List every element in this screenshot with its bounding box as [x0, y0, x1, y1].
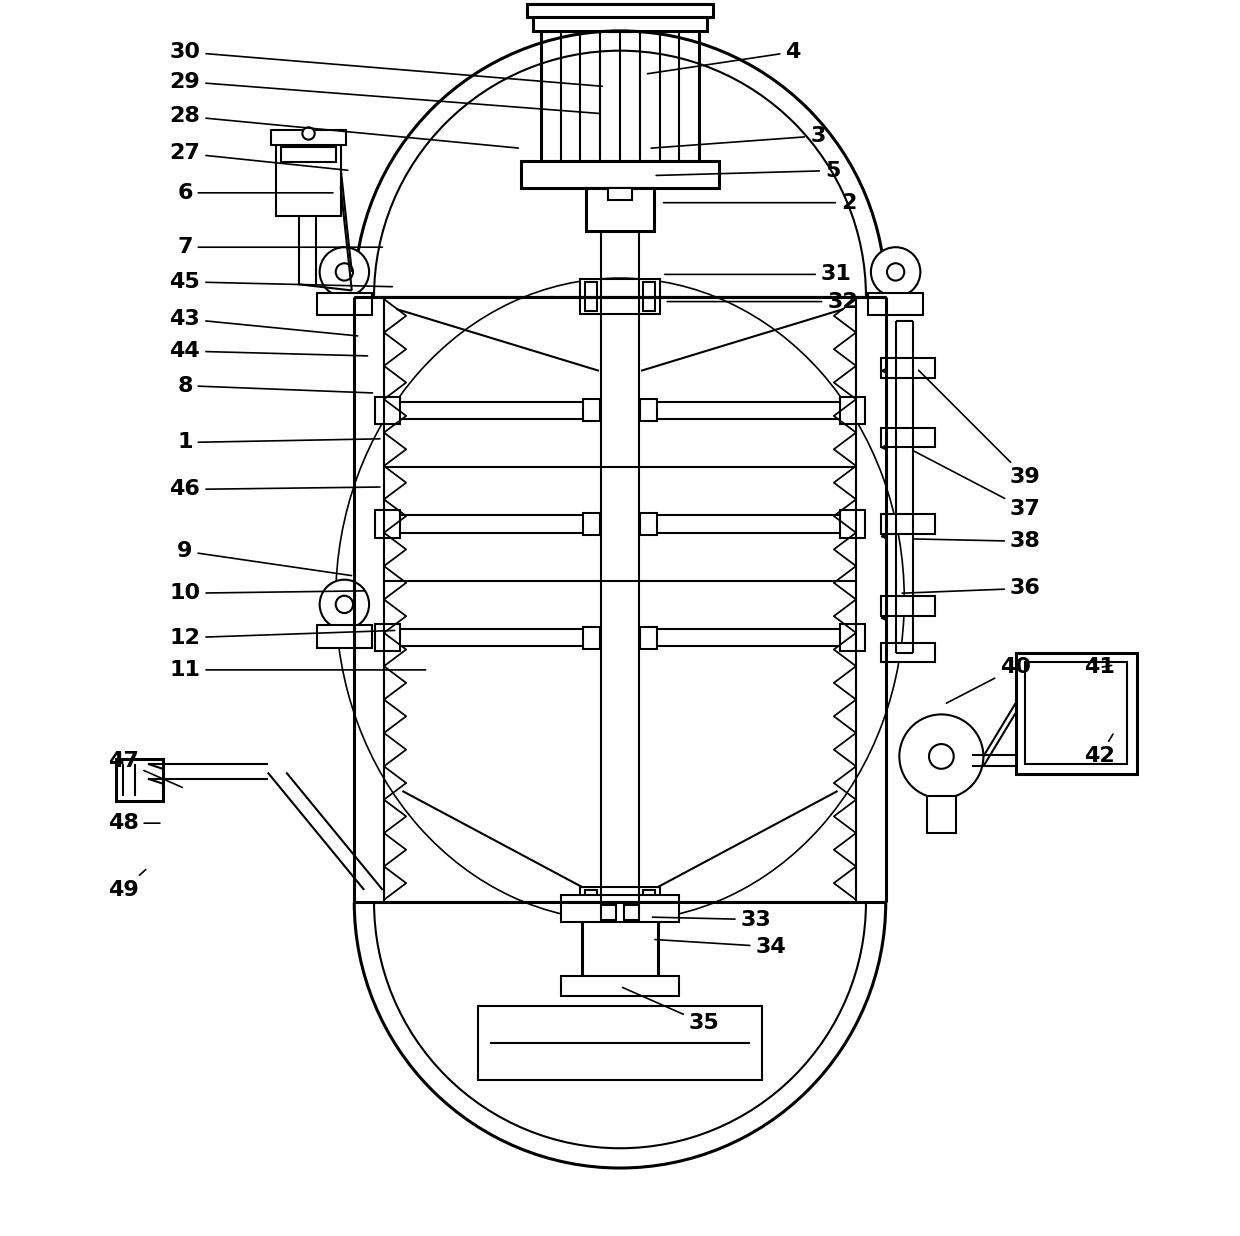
Circle shape	[929, 744, 954, 769]
Bar	[868, 293, 923, 315]
Text: 10: 10	[170, 583, 365, 603]
Bar	[272, 130, 346, 145]
Bar	[583, 627, 600, 649]
Circle shape	[303, 127, 315, 140]
Text: 37: 37	[914, 451, 1040, 519]
Text: 40: 40	[946, 658, 1030, 703]
Text: 33: 33	[652, 910, 771, 929]
Bar	[115, 759, 162, 801]
Bar	[394, 515, 598, 533]
Bar	[880, 596, 935, 616]
Bar	[583, 513, 600, 535]
Text: 1: 1	[177, 433, 379, 452]
Bar	[477, 1006, 763, 1080]
Bar	[376, 510, 401, 538]
Circle shape	[887, 263, 904, 281]
Bar	[880, 428, 935, 447]
Text: 38: 38	[914, 531, 1040, 551]
Text: 43: 43	[170, 309, 357, 336]
Circle shape	[320, 580, 370, 629]
Bar	[642, 890, 655, 920]
Text: 49: 49	[108, 870, 146, 900]
Bar	[640, 513, 657, 535]
Text: 4: 4	[647, 42, 801, 74]
Bar	[580, 887, 660, 922]
Bar	[281, 147, 336, 162]
Circle shape	[336, 263, 353, 281]
Circle shape	[870, 247, 920, 297]
Text: 41: 41	[1084, 658, 1115, 677]
Text: 12: 12	[170, 628, 394, 648]
Bar	[601, 905, 616, 920]
Bar	[880, 643, 935, 662]
Text: 48: 48	[108, 813, 160, 833]
Bar	[277, 145, 341, 216]
Bar	[541, 31, 699, 161]
Bar	[839, 397, 864, 424]
Bar	[376, 397, 401, 424]
Bar	[585, 282, 598, 311]
Bar	[394, 402, 598, 419]
Bar	[880, 358, 935, 378]
Text: 29: 29	[170, 72, 600, 114]
Bar	[533, 4, 707, 31]
Bar	[839, 510, 864, 538]
Text: 44: 44	[170, 341, 367, 361]
Bar	[1016, 653, 1137, 774]
Bar	[562, 895, 678, 922]
Text: 30: 30	[170, 42, 603, 87]
Bar	[394, 629, 598, 646]
Bar	[880, 514, 935, 534]
Bar	[642, 282, 655, 311]
Text: 27: 27	[170, 143, 347, 171]
Bar	[839, 624, 864, 651]
Text: 6: 6	[177, 183, 332, 203]
Bar	[642, 515, 846, 533]
Text: 46: 46	[170, 480, 379, 499]
Text: 45: 45	[170, 272, 392, 292]
Text: 9: 9	[177, 541, 351, 576]
Text: 7: 7	[177, 237, 382, 257]
Bar	[562, 976, 678, 996]
Bar	[582, 910, 658, 981]
Text: 36: 36	[903, 578, 1040, 598]
Bar	[1025, 662, 1127, 764]
Bar	[580, 279, 660, 314]
Text: 28: 28	[170, 106, 518, 148]
Bar	[642, 629, 846, 646]
Bar	[585, 890, 598, 920]
Text: 39: 39	[919, 371, 1040, 487]
Text: 32: 32	[667, 292, 858, 311]
Text: 34: 34	[655, 937, 786, 957]
Text: 35: 35	[622, 988, 719, 1033]
Bar	[587, 188, 653, 231]
Text: 11: 11	[170, 660, 425, 680]
Text: 8: 8	[177, 376, 372, 396]
Bar	[376, 624, 401, 651]
Circle shape	[899, 714, 983, 798]
Bar	[317, 625, 372, 648]
Circle shape	[336, 596, 353, 613]
Text: 31: 31	[665, 265, 852, 284]
Bar	[527, 4, 713, 17]
Bar	[608, 188, 632, 200]
Text: 42: 42	[1084, 734, 1115, 766]
Bar	[317, 293, 372, 315]
Circle shape	[320, 247, 370, 297]
Bar	[521, 161, 719, 188]
Bar	[624, 905, 639, 920]
Bar	[583, 399, 600, 421]
Bar	[642, 402, 846, 419]
Text: 2: 2	[663, 193, 857, 213]
Bar	[926, 796, 956, 833]
Bar	[640, 399, 657, 421]
Text: 47: 47	[108, 751, 182, 787]
Text: 3: 3	[651, 126, 826, 148]
Text: 5: 5	[656, 161, 841, 180]
Bar	[640, 627, 657, 649]
